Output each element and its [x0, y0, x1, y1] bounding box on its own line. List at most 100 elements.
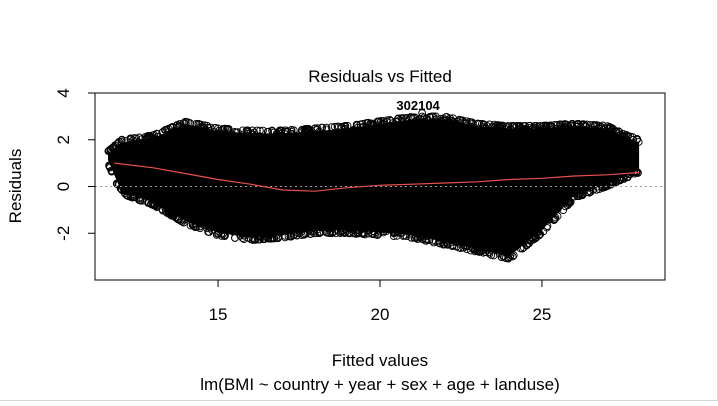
residual-point [200, 221, 208, 229]
residual-point [590, 122, 599, 131]
residual-point [147, 200, 156, 208]
residual-point [355, 130, 364, 139]
residual-point [379, 117, 388, 125]
residual-point [405, 221, 413, 230]
residual-point [161, 204, 170, 213]
residual-point [200, 217, 209, 225]
residual-point [531, 125, 540, 134]
residual-point [428, 125, 437, 133]
residual-point [409, 126, 418, 135]
residual-point [600, 183, 609, 191]
residual-point [347, 130, 356, 138]
residual-point [191, 219, 200, 228]
residual-point [240, 226, 249, 235]
residual-point [543, 211, 552, 220]
residual-point [244, 131, 252, 140]
residual-point [633, 135, 641, 143]
residual-point [488, 123, 496, 131]
residual-point [405, 224, 413, 232]
y-axis-label: Residuals [6, 149, 25, 224]
residual-point [230, 127, 239, 136]
residual-point [465, 131, 473, 140]
residual-point [187, 213, 196, 222]
residual-point [517, 124, 525, 132]
residual-point [244, 234, 253, 242]
residual-point [214, 133, 223, 142]
residual-point [204, 123, 213, 132]
residual-point [313, 124, 322, 132]
residual-point [452, 242, 461, 251]
residual-point [105, 161, 113, 170]
residual-point [354, 226, 363, 234]
residual-point [524, 239, 533, 248]
residual-point [530, 122, 539, 130]
residual-point [519, 243, 528, 252]
residual-point [285, 134, 294, 143]
residual-point [343, 121, 352, 130]
residual-point [519, 135, 528, 143]
residual-point [517, 237, 526, 246]
residual-point [542, 124, 551, 133]
residual-point [523, 134, 531, 143]
residual-point [411, 124, 420, 133]
residual-point [122, 191, 131, 199]
residual-point [594, 128, 602, 136]
residual-point [506, 241, 515, 249]
residual-point [308, 135, 316, 144]
residual-point [495, 243, 504, 251]
residual-point [173, 215, 182, 224]
residual-point [353, 229, 362, 238]
residual-point [313, 133, 322, 142]
residual-point [432, 225, 441, 233]
residual-point [280, 129, 289, 138]
residual-point [154, 201, 163, 210]
residual-point [214, 229, 223, 238]
residual-point [144, 132, 152, 140]
residual-point [240, 231, 249, 240]
residual-point [236, 132, 245, 141]
residual-point [108, 143, 117, 152]
residual-point [183, 212, 192, 221]
chart-title: Residuals vs Fitted [308, 67, 452, 86]
residual-point [299, 220, 308, 229]
residual-point [614, 132, 623, 140]
x-axis-label: Fitted values [332, 351, 428, 370]
residual-point [207, 226, 216, 234]
residual-point [167, 123, 175, 132]
residual-point [434, 124, 443, 133]
residual-point [264, 127, 273, 136]
labeled-residual-point [418, 109, 426, 117]
residual-point [504, 242, 513, 251]
residual-point [127, 135, 135, 143]
residual-point [443, 241, 452, 249]
residual-point [585, 187, 594, 195]
residual-point [152, 203, 161, 212]
residual-point [167, 133, 176, 142]
point-cloud-core [108, 119, 640, 257]
residual-point [621, 134, 629, 143]
residual-point [384, 221, 392, 230]
residual-point [130, 134, 139, 142]
residual-point [251, 236, 260, 244]
residual-point [621, 171, 629, 180]
residual-point [107, 166, 116, 175]
residual-point [516, 244, 525, 253]
x-axis: 15 20 25 [209, 279, 551, 324]
residual-point [600, 181, 609, 189]
lowess-smoother-line [114, 162, 640, 192]
residual-point [570, 192, 579, 201]
residual-point [122, 136, 131, 145]
residual-point [477, 119, 486, 128]
residual-point [178, 129, 187, 138]
residual-point [529, 236, 537, 244]
residual-point [340, 229, 349, 238]
residual-point [395, 219, 404, 227]
residual-point [332, 218, 341, 226]
residual-point [322, 123, 331, 132]
residual-point [186, 119, 194, 127]
residual-point [474, 124, 483, 133]
residual-point [496, 122, 504, 131]
residual-point [389, 232, 398, 241]
residual-point [270, 226, 279, 235]
